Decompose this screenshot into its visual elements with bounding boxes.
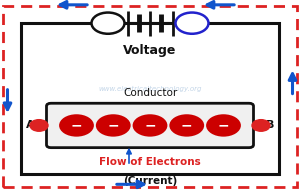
Text: −: −	[144, 119, 156, 132]
Text: B: B	[266, 120, 274, 130]
FancyBboxPatch shape	[46, 103, 253, 148]
Circle shape	[96, 114, 131, 137]
Text: −: −	[102, 16, 114, 31]
Circle shape	[133, 114, 167, 137]
Text: −: −	[71, 119, 82, 132]
Circle shape	[92, 13, 124, 34]
Circle shape	[30, 120, 48, 131]
Text: www.electricaltechnology.org: www.electricaltechnology.org	[98, 86, 202, 92]
Circle shape	[206, 114, 241, 137]
Circle shape	[59, 114, 94, 137]
Circle shape	[252, 120, 270, 131]
Text: Voltage: Voltage	[123, 44, 177, 57]
Text: (Current): (Current)	[123, 176, 177, 186]
Text: A: A	[26, 120, 34, 130]
Text: −: −	[181, 119, 193, 132]
Text: Conductor: Conductor	[123, 88, 177, 98]
Text: −: −	[107, 119, 119, 132]
Circle shape	[169, 114, 204, 137]
Text: +: +	[186, 16, 198, 31]
Circle shape	[176, 13, 208, 34]
Text: −: −	[218, 119, 229, 132]
Text: Flow of Electrons: Flow of Electrons	[99, 157, 201, 167]
